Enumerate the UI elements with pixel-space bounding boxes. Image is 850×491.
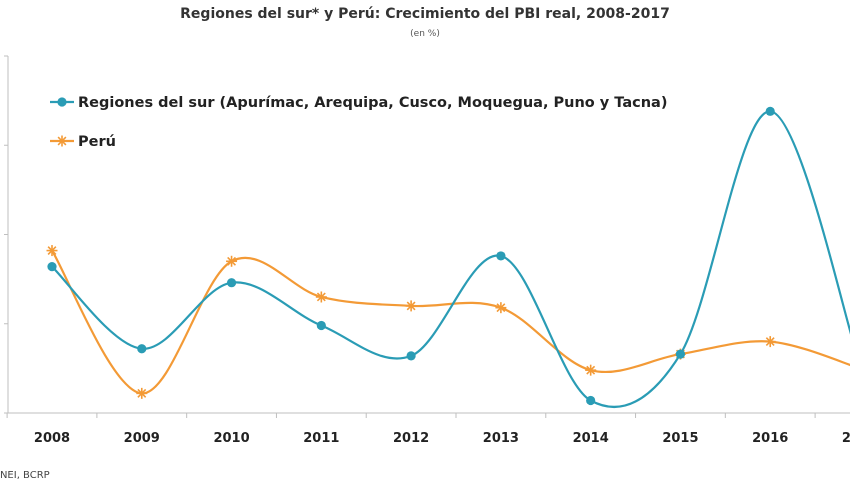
x-tick-label-2013: 2013 bbox=[483, 431, 519, 446]
chart-axes bbox=[4, 55, 850, 418]
x-tick-label-2012: 2012 bbox=[393, 431, 429, 446]
data-point-peru-2008 bbox=[46, 245, 58, 257]
series-layer bbox=[46, 106, 850, 409]
data-point-regiones-sur-2012 bbox=[406, 351, 416, 361]
data-point-regiones-sur-2010 bbox=[226, 278, 237, 288]
x-tick-label-2010: 2010 bbox=[213, 431, 249, 446]
data-point-peru-2013 bbox=[495, 302, 507, 314]
data-point-regiones-sur-2016 bbox=[765, 106, 775, 116]
chart-source: INEI, BCRP bbox=[0, 470, 50, 481]
x-axis-ticks: 2008 2009 2010 2011 2012 2013 2014 2015 2016 2017 bbox=[34, 431, 850, 446]
data-point-regiones-sur-2008 bbox=[47, 262, 57, 272]
x-tick-label-2015: 2015 bbox=[662, 431, 698, 446]
data-point-peru-2009 bbox=[136, 387, 148, 399]
chart-subtitle: (en %) bbox=[410, 29, 440, 39]
data-point-peru-2014 bbox=[585, 364, 597, 376]
data-point-regiones-sur-2013 bbox=[496, 251, 506, 261]
data-point-peru-2010 bbox=[226, 255, 238, 267]
x-tick-label-2017: 2017 bbox=[842, 431, 850, 446]
data-point-regiones-sur-2009 bbox=[137, 344, 147, 354]
legend-label-regiones-sur: Regiones del sur (Apurímac, Arequipa, Cu… bbox=[78, 95, 667, 111]
chart-legend: Regiones del sur (Apurímac, Arequipa, Cu… bbox=[50, 95, 667, 150]
x-tick-label-2011: 2011 bbox=[303, 431, 339, 446]
x-tick-label-2016: 2016 bbox=[752, 431, 788, 446]
x-tick-label-2009: 2009 bbox=[124, 431, 160, 446]
data-point-peru-2011 bbox=[315, 291, 327, 303]
data-point-regiones-sur-2011 bbox=[316, 320, 326, 331]
data-point-peru-2012 bbox=[405, 300, 417, 312]
series-line-peru bbox=[51, 249, 850, 395]
chart-title: Regiones del sur* y Perú: Crecimiento de… bbox=[180, 6, 670, 22]
data-point-regiones-sur-2014 bbox=[586, 395, 596, 406]
data-point-peru-2016 bbox=[764, 336, 776, 348]
legend-marker-regiones-sur bbox=[57, 97, 67, 107]
data-point-regiones-sur-2015 bbox=[675, 349, 686, 359]
x-tick-label-2008: 2008 bbox=[34, 431, 70, 446]
legend-label-peru: Perú bbox=[78, 134, 116, 150]
x-tick-label-2014: 2014 bbox=[573, 431, 609, 446]
legend-marker-peru bbox=[56, 135, 68, 147]
